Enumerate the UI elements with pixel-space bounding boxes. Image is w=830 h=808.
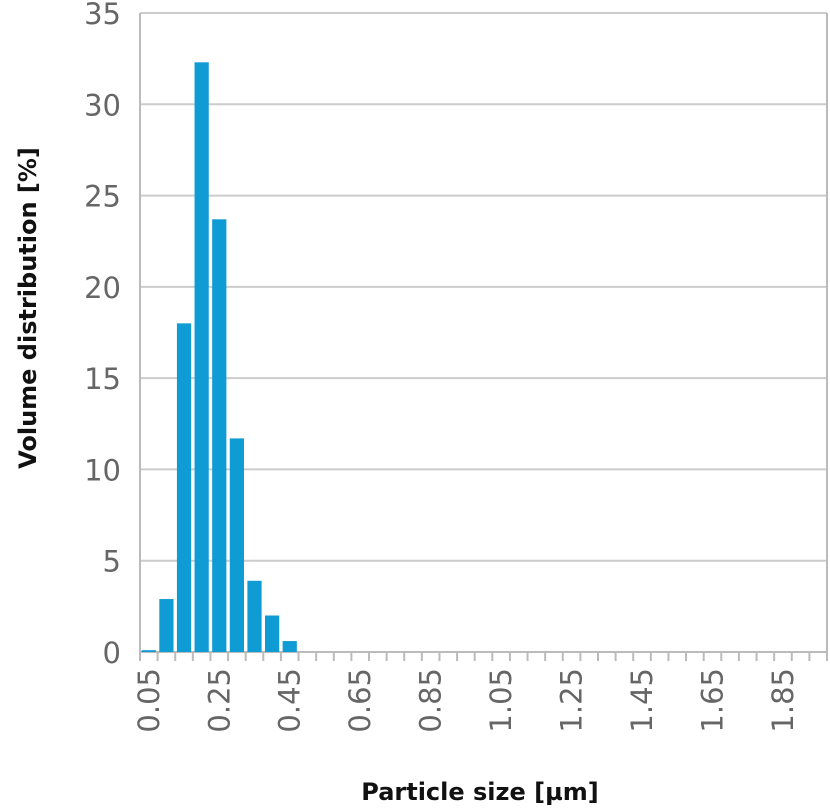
bar <box>229 438 244 652</box>
y-tick-label: 15 <box>84 362 121 396</box>
x-tick-label: 0.85 <box>414 668 448 733</box>
y-tick-label: 10 <box>84 453 121 487</box>
x-tick-label: 1.85 <box>766 668 800 733</box>
x-tick-label: 1.45 <box>625 668 659 733</box>
y-tick-label: 0 <box>103 636 121 670</box>
bar <box>176 323 192 652</box>
gridlines <box>140 12 827 562</box>
bars <box>141 62 297 652</box>
x-tick-label: 0.65 <box>343 668 377 733</box>
x-tick-label: 0.45 <box>273 668 307 733</box>
y-tick-label: 20 <box>84 271 121 305</box>
x-axis-title: Particle size [µm] <box>361 778 598 806</box>
x-tick-label: 0.25 <box>202 668 236 733</box>
bar <box>141 650 156 652</box>
x-tick-label: 0.05 <box>132 668 166 733</box>
x-tick-label: 1.65 <box>696 668 730 733</box>
bar <box>247 580 262 652</box>
y-tick-labels: 0 5 10 15 20 25 30 35 <box>84 0 121 670</box>
x-tick-labels: 0.05 0.25 0.45 0.65 0.85 1.05 1.25 1.45 1.65 1.85 <box>132 668 800 733</box>
y-tick-label: 30 <box>84 88 121 122</box>
x-tick-label: 1.05 <box>484 668 518 733</box>
bar <box>282 641 297 652</box>
bar <box>212 219 227 652</box>
x-tick-label: 1.25 <box>555 668 589 733</box>
bar <box>265 615 280 652</box>
y-tick-label: 5 <box>103 545 121 579</box>
y-axis-title: Volume distribution [%] <box>14 147 42 469</box>
bar <box>194 62 209 652</box>
axes <box>139 13 828 661</box>
y-tick-label: 35 <box>84 0 121 31</box>
y-tick-label: 25 <box>84 180 121 214</box>
bar <box>159 599 174 652</box>
